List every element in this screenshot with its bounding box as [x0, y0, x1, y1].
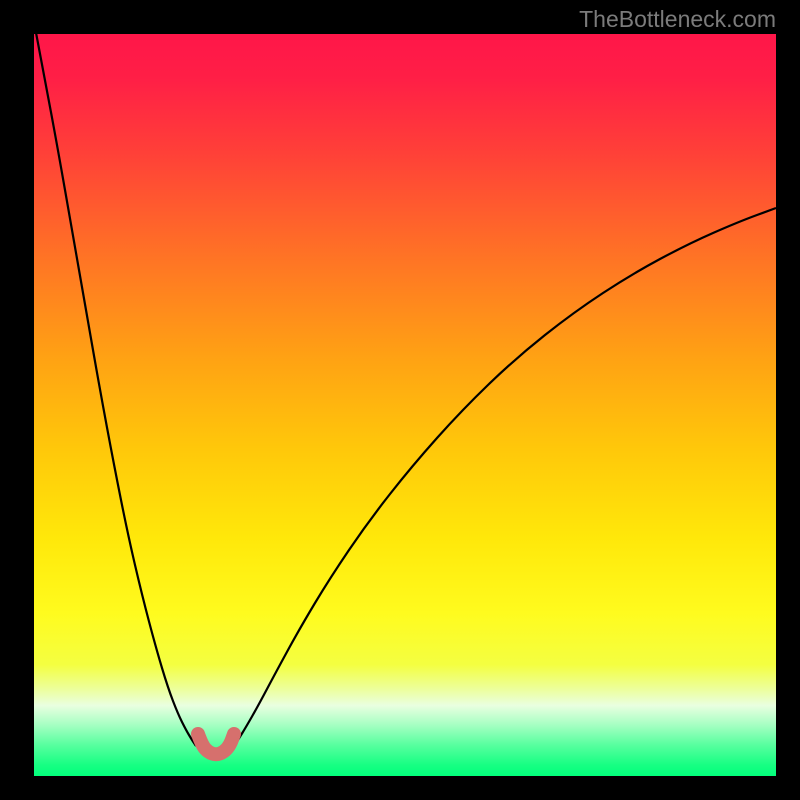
gradient-background — [34, 34, 776, 776]
watermark-text: TheBottleneck.com — [579, 6, 776, 33]
plot-svg — [0, 0, 800, 800]
